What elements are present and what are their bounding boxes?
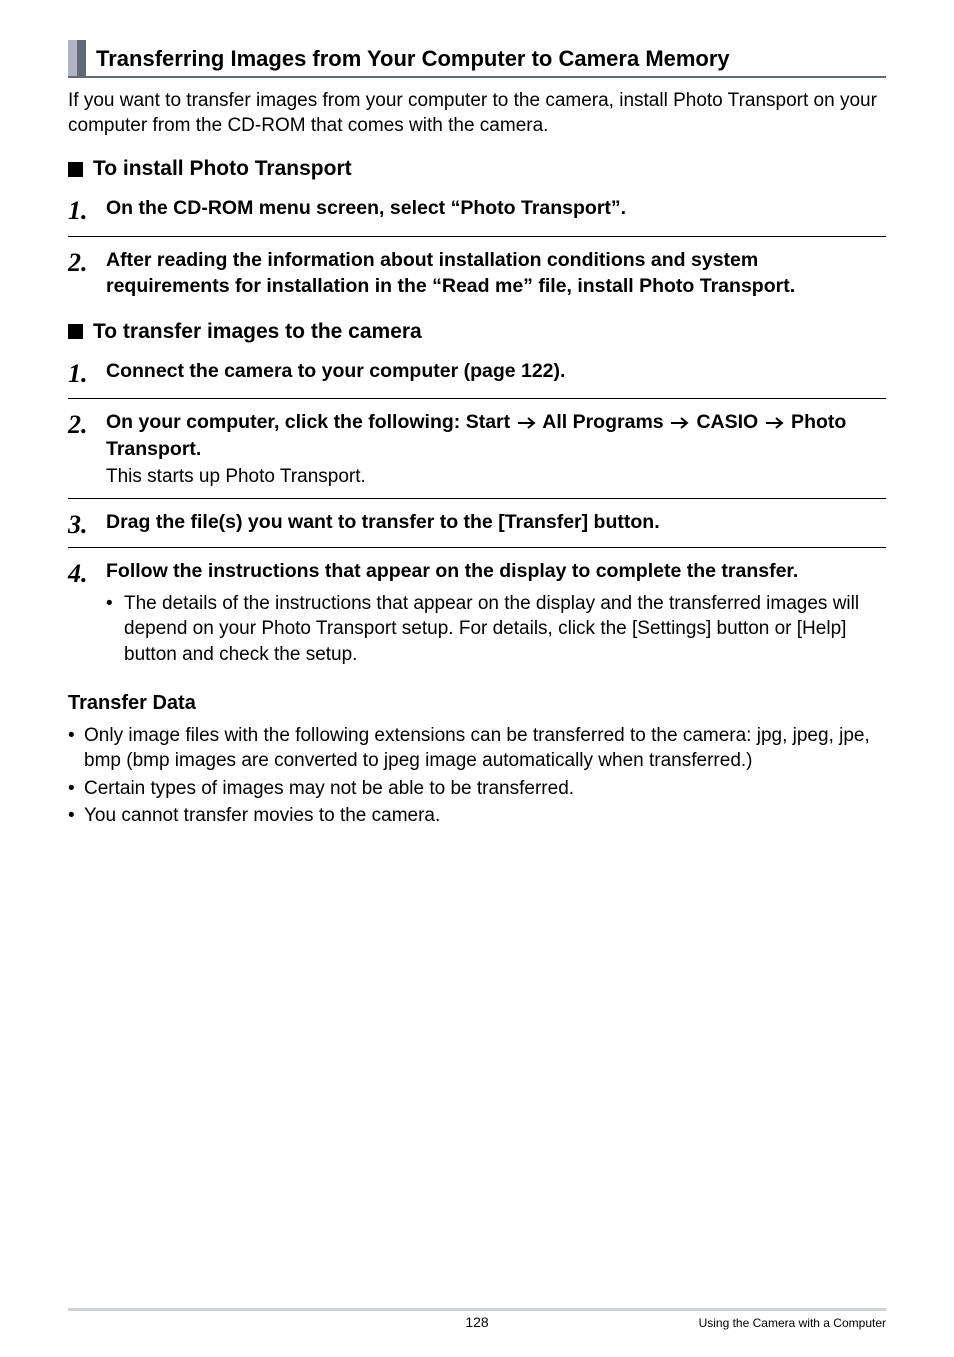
transfer-step-1: 1. Connect the camera to your computer (… [68, 358, 886, 389]
subheading-transfer-label: To transfer images to the camera [93, 318, 422, 346]
step4-subbullet: • The details of the instructions that a… [106, 591, 886, 668]
divider [68, 398, 886, 399]
arrow-right-icon [764, 416, 786, 430]
divider [68, 236, 886, 237]
section-title: Transferring Images from Your Computer t… [96, 40, 730, 76]
divider [68, 498, 886, 499]
bullet-text: You cannot transfer movies to the camera… [84, 803, 886, 829]
step4-text: Follow the instructions that appear on t… [106, 560, 798, 582]
divider [68, 547, 886, 548]
bullet-dot-icon: • [106, 591, 124, 617]
transfer-data-bullet-1: • Only image files with the following ex… [68, 723, 886, 774]
step-body: Connect the camera to your computer (pag… [106, 358, 886, 384]
step-body: After reading the information about inst… [106, 247, 886, 300]
step-number: 3. [68, 509, 106, 540]
step-body: Drag the file(s) you want to transfer to… [106, 509, 886, 535]
subheading-install-label: To install Photo Transport [93, 155, 352, 183]
step-number: 2. [68, 247, 106, 278]
step-number: 2. [68, 409, 106, 440]
transfer-data-bullet-2: • Certain types of images may not be abl… [68, 776, 886, 802]
step-body: Follow the instructions that appear on t… [106, 558, 886, 667]
bullet-text: Certain types of images may not be able … [84, 776, 886, 802]
step-number: 1. [68, 358, 106, 389]
transfer-data-title: Transfer Data [68, 690, 886, 717]
heading-bar-light [68, 40, 77, 76]
bullet-dot-icon: • [68, 803, 84, 829]
step-number: 1. [68, 195, 106, 226]
square-bullet-icon [68, 324, 83, 339]
step2-part1: On your computer, click the following: S… [106, 411, 516, 433]
footer-section-label: Using the Camera with a Computer [699, 1315, 886, 1331]
bullet-dot-icon: • [68, 723, 84, 749]
step-body: On the CD-ROM menu screen, select “Photo… [106, 195, 886, 221]
bullet-text: Only image files with the following exte… [84, 723, 886, 774]
step2-part3: CASIO [691, 411, 764, 433]
transfer-step-3: 3. Drag the file(s) you want to transfer… [68, 509, 886, 540]
page-number: 128 [465, 1313, 488, 1332]
step4-bullet-text: The details of the instructions that app… [124, 591, 886, 668]
step2-note: This starts up Photo Transport. [106, 464, 886, 490]
transfer-step-2: 2. On your computer, click the following… [68, 409, 886, 489]
square-bullet-icon [68, 162, 83, 177]
transfer-step-4: 4. Follow the instructions that appear o… [68, 558, 886, 667]
subheading-transfer: To transfer images to the camera [68, 318, 886, 346]
bullet-dot-icon: • [68, 776, 84, 802]
intro-paragraph: If you want to transfer images from your… [68, 88, 886, 139]
step-body: On your computer, click the following: S… [106, 409, 886, 489]
arrow-right-icon [516, 416, 538, 430]
install-step-1: 1. On the CD-ROM menu screen, select “Ph… [68, 195, 886, 226]
step2-part2: All Programs [538, 411, 669, 433]
install-step-2: 2. After reading the information about i… [68, 247, 886, 300]
step-number: 4. [68, 558, 106, 589]
section-heading: Transferring Images from Your Computer t… [68, 40, 886, 78]
transfer-data-bullet-3: • You cannot transfer movies to the came… [68, 803, 886, 829]
page-footer: 128 Using the Camera with a Computer [68, 1308, 886, 1331]
arrow-right-icon [669, 416, 691, 430]
subheading-install: To install Photo Transport [68, 155, 886, 183]
heading-bar-dark [77, 40, 86, 76]
